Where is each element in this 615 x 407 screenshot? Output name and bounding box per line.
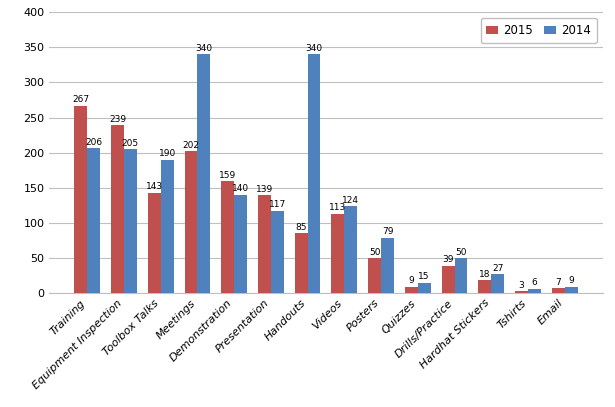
- Text: 143: 143: [146, 182, 163, 191]
- Bar: [295, 233, 308, 293]
- Bar: [344, 206, 357, 293]
- Bar: [515, 291, 528, 293]
- Text: 340: 340: [306, 44, 323, 53]
- Bar: [418, 282, 430, 293]
- Text: 205: 205: [122, 139, 139, 148]
- Bar: [74, 105, 87, 293]
- Text: 113: 113: [329, 204, 346, 212]
- Bar: [454, 258, 467, 293]
- Bar: [124, 149, 137, 293]
- Text: 190: 190: [159, 149, 176, 158]
- Legend: 2015, 2014: 2015, 2014: [480, 18, 597, 43]
- Bar: [221, 182, 234, 293]
- Text: 239: 239: [109, 115, 126, 124]
- Text: 9: 9: [568, 276, 574, 285]
- Bar: [368, 258, 381, 293]
- Bar: [478, 280, 491, 293]
- Bar: [87, 149, 100, 293]
- Text: 206: 206: [85, 138, 102, 147]
- Text: 50: 50: [455, 247, 467, 256]
- Text: 39: 39: [442, 255, 454, 264]
- Bar: [234, 195, 247, 293]
- Text: 6: 6: [531, 278, 538, 287]
- Text: 267: 267: [72, 95, 89, 104]
- Text: 340: 340: [196, 44, 212, 53]
- Bar: [552, 288, 565, 293]
- Text: 85: 85: [295, 223, 307, 232]
- Text: 140: 140: [232, 184, 249, 193]
- Text: 7: 7: [555, 278, 561, 287]
- Text: 27: 27: [492, 264, 503, 273]
- Bar: [331, 214, 344, 293]
- Text: 3: 3: [518, 280, 525, 289]
- Text: 18: 18: [479, 270, 491, 279]
- Text: 9: 9: [408, 276, 415, 285]
- Bar: [184, 151, 197, 293]
- Bar: [491, 274, 504, 293]
- Text: 117: 117: [269, 201, 286, 210]
- Bar: [528, 289, 541, 293]
- Bar: [308, 55, 320, 293]
- Text: 139: 139: [256, 185, 273, 194]
- Bar: [197, 55, 210, 293]
- Bar: [148, 193, 161, 293]
- Bar: [271, 211, 284, 293]
- Text: 159: 159: [219, 171, 236, 180]
- Bar: [565, 287, 577, 293]
- Bar: [381, 238, 394, 293]
- Text: 50: 50: [369, 247, 380, 256]
- Bar: [258, 195, 271, 293]
- Bar: [161, 160, 173, 293]
- Text: 124: 124: [342, 196, 359, 205]
- Text: 79: 79: [382, 227, 393, 236]
- Bar: [405, 287, 418, 293]
- Bar: [442, 266, 454, 293]
- Text: 15: 15: [418, 272, 430, 281]
- Text: 202: 202: [183, 141, 199, 150]
- Bar: [111, 125, 124, 293]
